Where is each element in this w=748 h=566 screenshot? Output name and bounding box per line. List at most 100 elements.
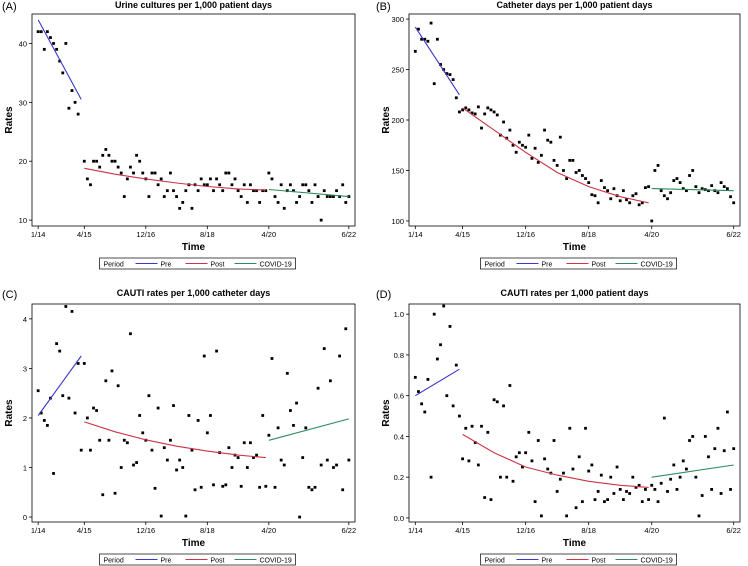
data-point (282, 463, 286, 467)
x-tick-label: 4/20 (262, 230, 277, 239)
data-point (307, 485, 311, 489)
chart-title: Catheter days per 1,000 patient days (496, 0, 652, 10)
chart-title: CAUTI rates per 1,000 catheter days (117, 288, 271, 298)
data-point (458, 414, 461, 418)
data-point (82, 362, 86, 365)
data-point (85, 416, 89, 420)
data-point (527, 133, 531, 137)
data-point (289, 183, 292, 187)
data-point (694, 475, 698, 479)
data-point (514, 150, 518, 154)
data-point (273, 485, 277, 489)
x-tick-label: 4/15 (77, 526, 92, 535)
data-point (322, 347, 326, 350)
data-point (426, 377, 430, 381)
data-point (467, 108, 471, 112)
data-point (341, 488, 345, 492)
data-point (132, 463, 135, 467)
x-axis-label: Time (182, 242, 206, 253)
data-point (344, 201, 348, 204)
data-point (332, 466, 335, 469)
data-point (533, 500, 537, 504)
plot-frame (408, 13, 741, 227)
y-tick-label: 200 (391, 116, 404, 125)
y-axis-label: Rates (4, 399, 15, 427)
data-point (596, 490, 600, 493)
data-point (530, 156, 534, 160)
data-point (565, 177, 569, 180)
data-point (76, 112, 80, 116)
panel-label: (C) (2, 289, 17, 301)
data-point (267, 433, 271, 437)
data-point (568, 158, 572, 162)
data-point (199, 177, 203, 181)
data-point (574, 171, 578, 174)
panel-label: (B) (376, 1, 391, 13)
data-point (618, 488, 622, 491)
data-point (552, 439, 556, 442)
data-point (215, 177, 218, 181)
data-point (722, 185, 726, 189)
data-point (310, 201, 314, 204)
data-point (165, 458, 169, 462)
data-point (258, 201, 262, 204)
data-point (92, 159, 95, 163)
data-point (110, 369, 114, 373)
data-point (261, 414, 265, 417)
data-point (470, 111, 474, 115)
x-tick-label: 4/15 (455, 526, 470, 535)
data-point (215, 349, 218, 353)
data-point (571, 158, 575, 162)
y-tick-label: 30 (19, 98, 27, 107)
data-point (429, 21, 433, 25)
data-point (150, 171, 154, 175)
data-point (135, 461, 138, 464)
data-point (319, 463, 323, 467)
data-point (242, 183, 246, 187)
data-point (628, 492, 632, 495)
data-point (129, 165, 132, 169)
data-point (147, 394, 151, 398)
data-point (546, 138, 550, 142)
data-point (98, 438, 102, 442)
data-point (199, 485, 203, 489)
data-point (298, 195, 302, 198)
data-point (261, 189, 265, 193)
data-point (58, 349, 62, 353)
data-point (258, 485, 262, 489)
data-point (489, 108, 493, 112)
data-point (495, 113, 499, 117)
x-tick-label: 8/18 (200, 526, 215, 535)
data-point (685, 189, 688, 193)
data-point (464, 426, 468, 430)
data-point (521, 143, 524, 147)
data-point (224, 171, 228, 175)
data-point (45, 423, 49, 427)
data-point (79, 448, 83, 452)
legend-title: Period (104, 557, 124, 564)
legend-title: Period (104, 261, 124, 268)
data-point (637, 483, 641, 487)
data-point (141, 431, 145, 435)
data-point (631, 475, 635, 479)
data-point (672, 179, 676, 182)
data-point (681, 187, 685, 191)
data-point (125, 441, 129, 445)
data-point (255, 453, 258, 457)
data-point (92, 406, 95, 410)
data-point (653, 488, 657, 491)
data-point (448, 325, 452, 328)
data-point (489, 498, 493, 501)
data-point (328, 379, 332, 383)
data-point (647, 498, 650, 501)
data-point (344, 327, 348, 331)
data-point (495, 400, 499, 404)
data-point (577, 169, 581, 172)
data-point (533, 146, 537, 150)
x-tick-label: 6/22 (726, 526, 741, 535)
data-point (153, 171, 157, 175)
trend-line-pre (415, 368, 460, 397)
data-point (615, 465, 619, 469)
legend-label: COVID-19 (260, 557, 292, 564)
data-point (165, 189, 169, 193)
